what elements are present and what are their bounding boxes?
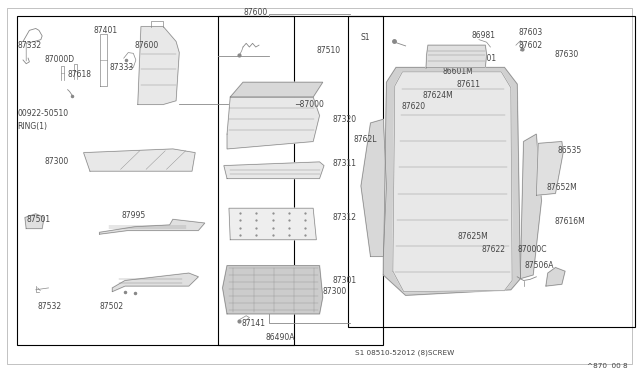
Text: 86535: 86535 [557, 146, 582, 155]
Text: 86601M: 86601M [443, 67, 474, 76]
Text: ─87000: ─87000 [295, 100, 324, 109]
Text: 87600: 87600 [243, 8, 268, 17]
Polygon shape [138, 27, 179, 105]
Text: 87532: 87532 [38, 302, 62, 311]
Text: 87611: 87611 [456, 80, 481, 89]
Polygon shape [546, 267, 565, 286]
Text: 87618: 87618 [68, 70, 92, 79]
Text: S1 08510-52012 (8)SCREW: S1 08510-52012 (8)SCREW [355, 350, 454, 356]
Text: 87000C: 87000C [517, 244, 547, 253]
Text: 87630: 87630 [554, 50, 579, 59]
Text: 87622: 87622 [481, 244, 506, 253]
Text: 87510: 87510 [316, 46, 340, 55]
Text: 87000D: 87000D [44, 55, 74, 64]
Polygon shape [230, 82, 323, 97]
Text: 00922-50510: 00922-50510 [17, 109, 68, 118]
Polygon shape [229, 208, 316, 240]
Text: 87652M: 87652M [547, 183, 577, 192]
Text: 87301: 87301 [332, 276, 356, 285]
Text: 87506A: 87506A [525, 261, 554, 270]
Text: 87300: 87300 [45, 157, 69, 166]
Text: 87601: 87601 [472, 54, 497, 62]
Text: 87332: 87332 [17, 41, 42, 50]
Text: 86981: 86981 [471, 31, 495, 41]
Text: 86490A: 86490A [266, 333, 295, 343]
Text: 87602: 87602 [518, 41, 543, 50]
Text: 87320: 87320 [332, 115, 356, 124]
Polygon shape [223, 266, 323, 314]
Polygon shape [84, 149, 195, 171]
Text: 87501: 87501 [26, 215, 51, 224]
Text: 87625M: 87625M [457, 231, 488, 241]
Text: 87502: 87502 [100, 302, 124, 311]
Text: 87312: 87312 [332, 213, 356, 222]
Polygon shape [520, 134, 541, 279]
Polygon shape [383, 67, 520, 295]
Bar [348, 16, 635, 327]
Polygon shape [227, 97, 319, 149]
Polygon shape [426, 45, 486, 68]
Text: ^870  00 8: ^870 00 8 [588, 363, 628, 369]
Bar [17, 16, 294, 345]
Polygon shape [361, 119, 387, 256]
Polygon shape [112, 273, 198, 292]
Text: 8762L: 8762L [353, 135, 377, 144]
Text: 87624M: 87624M [423, 91, 454, 100]
Text: 87600: 87600 [134, 41, 159, 50]
Text: 87616M: 87616M [554, 217, 585, 226]
Polygon shape [100, 219, 205, 234]
Bar [218, 16, 383, 345]
Text: 87311: 87311 [332, 159, 356, 168]
Text: 87603: 87603 [518, 28, 543, 37]
Text: 87620: 87620 [401, 102, 425, 111]
Text: 87333: 87333 [109, 63, 133, 72]
Polygon shape [536, 141, 563, 195]
Text: 87300: 87300 [323, 287, 347, 296]
Text: S1: S1 [361, 33, 371, 42]
Text: 87141: 87141 [242, 319, 266, 328]
Polygon shape [393, 72, 512, 292]
Polygon shape [25, 214, 44, 229]
Text: 87995: 87995 [122, 211, 146, 220]
Text: 87401: 87401 [93, 26, 117, 35]
Polygon shape [224, 162, 324, 179]
Text: RING(1): RING(1) [17, 122, 47, 131]
